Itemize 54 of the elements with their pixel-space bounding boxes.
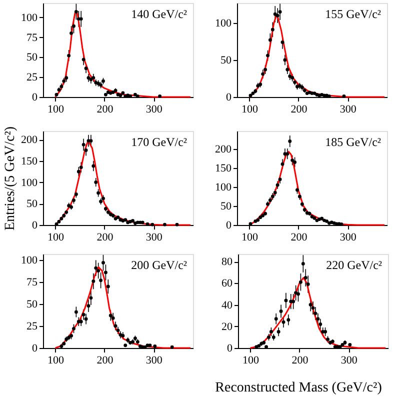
x-tick-label: 100 xyxy=(242,354,260,366)
x-tick-label: 100 xyxy=(242,104,259,116)
chart-title: 185 GeV/c² xyxy=(325,135,382,149)
x-tick-label: 300 xyxy=(146,354,163,366)
y-tick-label: 0 xyxy=(32,220,38,232)
y-tick-label: 50 xyxy=(220,200,232,212)
y-tick-label: 100 xyxy=(215,17,232,30)
chart-title: 220 GeV/c² xyxy=(326,258,382,272)
y-tick-label: 60 xyxy=(222,278,233,290)
x-tick-label: 200 xyxy=(290,232,308,244)
x-tick-label: 100 xyxy=(242,232,259,244)
y-tick-label: 100 xyxy=(21,254,38,267)
y-tick-label: 20 xyxy=(222,320,233,333)
y-tick-label: 0 xyxy=(227,342,233,354)
x-tick-label: 200 xyxy=(292,354,309,366)
y-tick-label: 0 xyxy=(32,92,38,104)
x-tick-label: 200 xyxy=(96,232,114,244)
x-tick-label: 200 xyxy=(290,104,308,116)
chart-title: 170 GeV/c² xyxy=(131,135,188,149)
y-tick-label: 0 xyxy=(32,342,38,354)
x-tick-label: 100 xyxy=(48,104,65,116)
y-axis-title: Entries/(5 GeV/c²) xyxy=(3,126,18,231)
x-tick-label: 300 xyxy=(340,354,358,366)
y-tick-label: 100 xyxy=(21,12,38,24)
chart-title: 140 GeV/c² xyxy=(131,7,188,21)
x-tick-label: 300 xyxy=(146,104,163,116)
y-tick-label: 0 xyxy=(226,92,232,104)
y-tick-label: 75 xyxy=(26,32,38,44)
y-tick-label: 150 xyxy=(21,155,38,168)
y-tick-label: 50 xyxy=(26,198,38,210)
x-tick-label: 300 xyxy=(340,232,357,244)
y-tick-label: 40 xyxy=(222,299,233,312)
y-tick-label: 50 xyxy=(26,52,38,64)
y-tick-label: 200 xyxy=(215,143,232,156)
y-tick-label: 25 xyxy=(26,72,38,84)
y-tick-label: 0 xyxy=(226,220,232,232)
x-tick-label: 300 xyxy=(146,232,163,244)
x-tick-label: 100 xyxy=(48,232,65,244)
x-axis-title: Reconstructed Mass (GeV/c²) xyxy=(215,380,382,396)
y-tick-label: 50 xyxy=(220,54,232,66)
y-tick-label: 80 xyxy=(222,256,233,268)
chart-title: 155 GeV/c² xyxy=(325,7,382,21)
y-tick-label: 25 xyxy=(26,320,38,333)
x-tick-label: 100 xyxy=(48,354,65,366)
x-tick-label: 200 xyxy=(96,104,114,116)
y-tick-label: 200 xyxy=(21,134,38,146)
chart-title: 200 GeV/c² xyxy=(131,258,188,272)
y-tick-label: 75 xyxy=(26,276,38,289)
y-tick-label: 100 xyxy=(21,176,38,189)
x-tick-label: 200 xyxy=(96,354,114,366)
y-tick-label: 150 xyxy=(215,162,232,174)
y-tick-label: 50 xyxy=(26,298,38,311)
x-tick-label: 300 xyxy=(340,104,357,116)
y-tick-label: 100 xyxy=(215,181,232,194)
